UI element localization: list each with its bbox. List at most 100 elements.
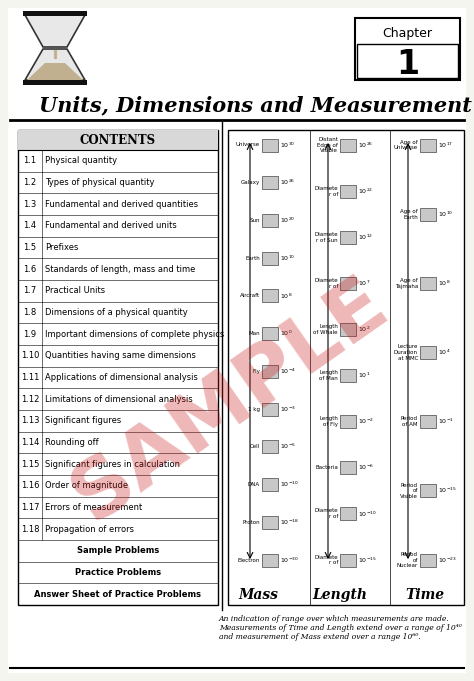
Text: Length
of Fly: Length of Fly: [319, 416, 338, 427]
Text: Units, Dimensions and Measurement: Units, Dimensions and Measurement: [38, 95, 472, 115]
Text: 1: 1: [396, 48, 419, 80]
Bar: [262, 176, 278, 189]
Bar: [262, 214, 278, 227]
Bar: [340, 323, 356, 336]
Text: 1.3: 1.3: [23, 200, 36, 208]
Text: Applications of dimensional analysis: Applications of dimensional analysis: [45, 373, 198, 382]
Text: Errors of measurement: Errors of measurement: [45, 503, 142, 512]
Bar: [340, 277, 356, 290]
Text: Prefixes: Prefixes: [45, 243, 78, 252]
Text: $10^{-5}$: $10^{-5}$: [280, 442, 296, 452]
Text: $10^{2}$: $10^{2}$: [358, 325, 370, 334]
Bar: [420, 484, 436, 497]
Bar: [262, 138, 278, 151]
Text: $10^{4}$: $10^{4}$: [438, 348, 450, 357]
Text: $10^{-15}$: $10^{-15}$: [358, 555, 377, 565]
Text: Universe: Universe: [236, 142, 260, 148]
Text: Sun: Sun: [249, 218, 260, 223]
Text: Age of
Universe: Age of Universe: [394, 140, 418, 151]
Polygon shape: [25, 15, 85, 47]
Bar: [262, 554, 278, 567]
Text: $10^{7}$: $10^{7}$: [358, 279, 370, 288]
Text: Period
of
Nuclear: Period of Nuclear: [397, 552, 418, 569]
Text: Period
of
Visible: Period of Visible: [400, 483, 418, 499]
Text: $10^{-1}$: $10^{-1}$: [438, 417, 454, 426]
Text: $10^{-2}$: $10^{-2}$: [358, 417, 374, 426]
Text: $10^{-4}$: $10^{-4}$: [280, 366, 296, 376]
Text: Fly: Fly: [252, 369, 260, 374]
Text: Lecture
Duration
at MMC: Lecture Duration at MMC: [394, 344, 418, 361]
Text: $10^{26}$: $10^{26}$: [358, 140, 373, 150]
Bar: [340, 415, 356, 428]
Text: 1.1: 1.1: [23, 157, 36, 165]
Text: $10^{8}$: $10^{8}$: [280, 291, 292, 300]
Text: 1.18: 1.18: [21, 524, 39, 534]
Text: $10^{-6}$: $10^{-6}$: [358, 463, 374, 473]
Text: 1.9: 1.9: [23, 330, 36, 338]
Text: 1.8: 1.8: [23, 308, 36, 317]
Text: 1.12: 1.12: [21, 395, 39, 404]
Text: Bacteria: Bacteria: [315, 465, 338, 471]
Text: Propagation of errors: Propagation of errors: [45, 524, 134, 534]
Text: Physical quantity: Physical quantity: [45, 157, 117, 165]
Text: 1.2: 1.2: [23, 178, 36, 187]
Text: Distant
Edge of
Visible: Distant Edge of Visible: [317, 137, 338, 153]
Text: $10^{-3}$: $10^{-3}$: [280, 405, 296, 414]
Bar: [262, 441, 278, 454]
Text: Galaxy: Galaxy: [241, 180, 260, 185]
Text: SAMPLE: SAMPLE: [58, 264, 402, 537]
Text: 1.15: 1.15: [21, 460, 39, 469]
Bar: [262, 365, 278, 378]
Text: Fundamental and derived quantities: Fundamental and derived quantities: [45, 200, 198, 208]
Bar: [262, 252, 278, 265]
Text: Fundamental and derived units: Fundamental and derived units: [45, 221, 177, 230]
Bar: [18, 130, 218, 605]
Text: 1.16: 1.16: [21, 481, 39, 490]
Text: 1.10: 1.10: [21, 351, 39, 360]
Bar: [420, 208, 436, 221]
Text: 1.4: 1.4: [23, 221, 36, 230]
Text: Diamete
r of: Diamete r of: [314, 186, 338, 197]
Text: Diamete
r of: Diamete r of: [314, 509, 338, 520]
Text: 1.11: 1.11: [21, 373, 39, 382]
Bar: [420, 346, 436, 359]
Text: Period
of AM: Period of AM: [401, 416, 418, 427]
Text: Length
of Whale: Length of Whale: [313, 324, 338, 335]
Text: Mass: Mass: [238, 588, 278, 602]
Bar: [340, 369, 356, 382]
Text: 1.6: 1.6: [23, 265, 36, 274]
Text: Time: Time: [405, 588, 445, 602]
Text: Aircraft: Aircraft: [240, 294, 260, 298]
Text: $10^{-10}$: $10^{-10}$: [358, 509, 377, 518]
Text: $10^{30}$: $10^{30}$: [280, 140, 295, 150]
Text: $10^{-23}$: $10^{-23}$: [438, 555, 457, 565]
Bar: [340, 138, 356, 151]
Bar: [420, 277, 436, 290]
Bar: [262, 402, 278, 415]
Bar: [262, 516, 278, 528]
Text: 1.14: 1.14: [21, 438, 39, 447]
Text: 1.17: 1.17: [21, 503, 39, 512]
Text: Diamete
r of Sun: Diamete r of Sun: [314, 232, 338, 242]
Bar: [262, 478, 278, 491]
Text: Standards of length, mass and time: Standards of length, mass and time: [45, 265, 195, 274]
Bar: [357, 44, 458, 78]
Text: $10^{-15}$: $10^{-15}$: [438, 486, 457, 496]
Text: An indication of range over which measurements are made.
Measurements of Time an: An indication of range over which measur…: [219, 615, 461, 642]
Text: Chapter: Chapter: [383, 27, 432, 40]
Bar: [340, 185, 356, 197]
Text: Age of
Tajmaha: Age of Tajmaha: [395, 278, 418, 289]
Text: Significant figures: Significant figures: [45, 416, 121, 426]
Text: 1 kg: 1 kg: [248, 407, 260, 411]
Text: $10^{26}$: $10^{26}$: [280, 178, 295, 187]
Text: Rounding off: Rounding off: [45, 438, 99, 447]
Text: Answer Sheet of Practice Problems: Answer Sheet of Practice Problems: [35, 590, 201, 599]
Bar: [23, 11, 87, 16]
Text: $10^{1}$: $10^{1}$: [358, 371, 370, 380]
Text: CONTENTS: CONTENTS: [80, 133, 156, 146]
Bar: [355, 18, 460, 80]
Bar: [340, 231, 356, 244]
Text: $10^{12}$: $10^{12}$: [358, 233, 373, 242]
Text: Age of
Earth: Age of Earth: [400, 209, 418, 219]
Bar: [262, 289, 278, 302]
